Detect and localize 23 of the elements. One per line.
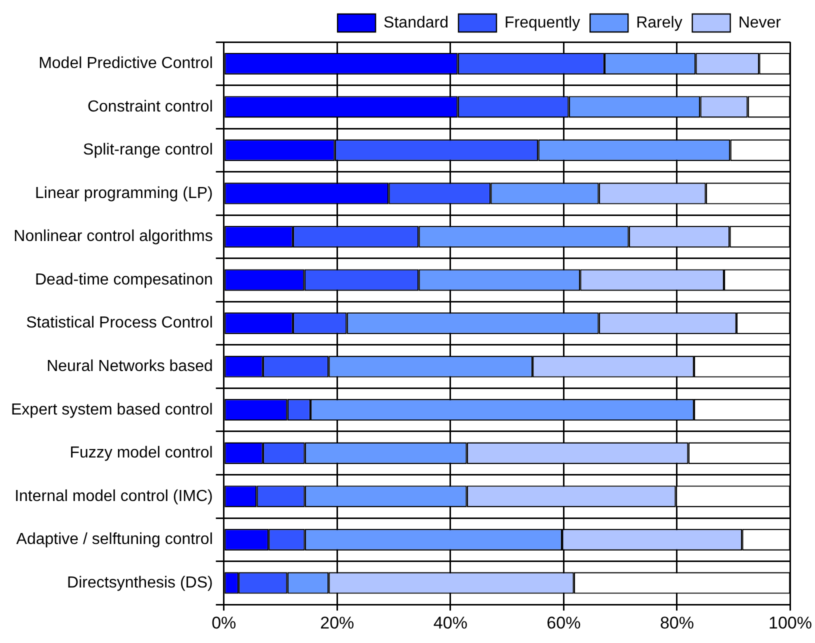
legend-label: Standard [384,14,448,32]
y-tick-label: Internal model control (IMC) [14,488,213,505]
y-tick-label: Neural Networks based [46,358,213,375]
legend-label: Never [738,14,782,32]
legend-label: Frequently [504,14,580,32]
legend-label: Rarely [636,14,682,32]
y-tick-label: Statistical Process Control [26,314,213,332]
x-tick-label: 40% [433,613,468,632]
y-tick-label: Model Predictive Control [38,55,213,72]
y-tick-label: Fuzzy model control [70,444,213,462]
x-tick-label: 80% [660,613,694,632]
x-tick-label: 60% [546,613,581,632]
x-tick-label: 0% [212,613,236,632]
y-tick-label: Linear programming (LP) [35,184,213,202]
x-tick-label: 100% [768,613,812,632]
y-tick-label: Constraint control [87,98,213,116]
x-tick-label: 20% [320,613,354,632]
y-tick-label: Expert system based control [10,401,213,418]
y-tick-label: Split-range control [83,142,213,159]
y-tick-label: Nonlinear control algorithms [14,228,213,246]
y-tick-label: Directsynthesis (DS) [67,574,213,592]
y-tick-label: Adaptive / selftuning control [16,531,213,548]
y-tick-label: Dead-time compesatinon [34,271,213,288]
